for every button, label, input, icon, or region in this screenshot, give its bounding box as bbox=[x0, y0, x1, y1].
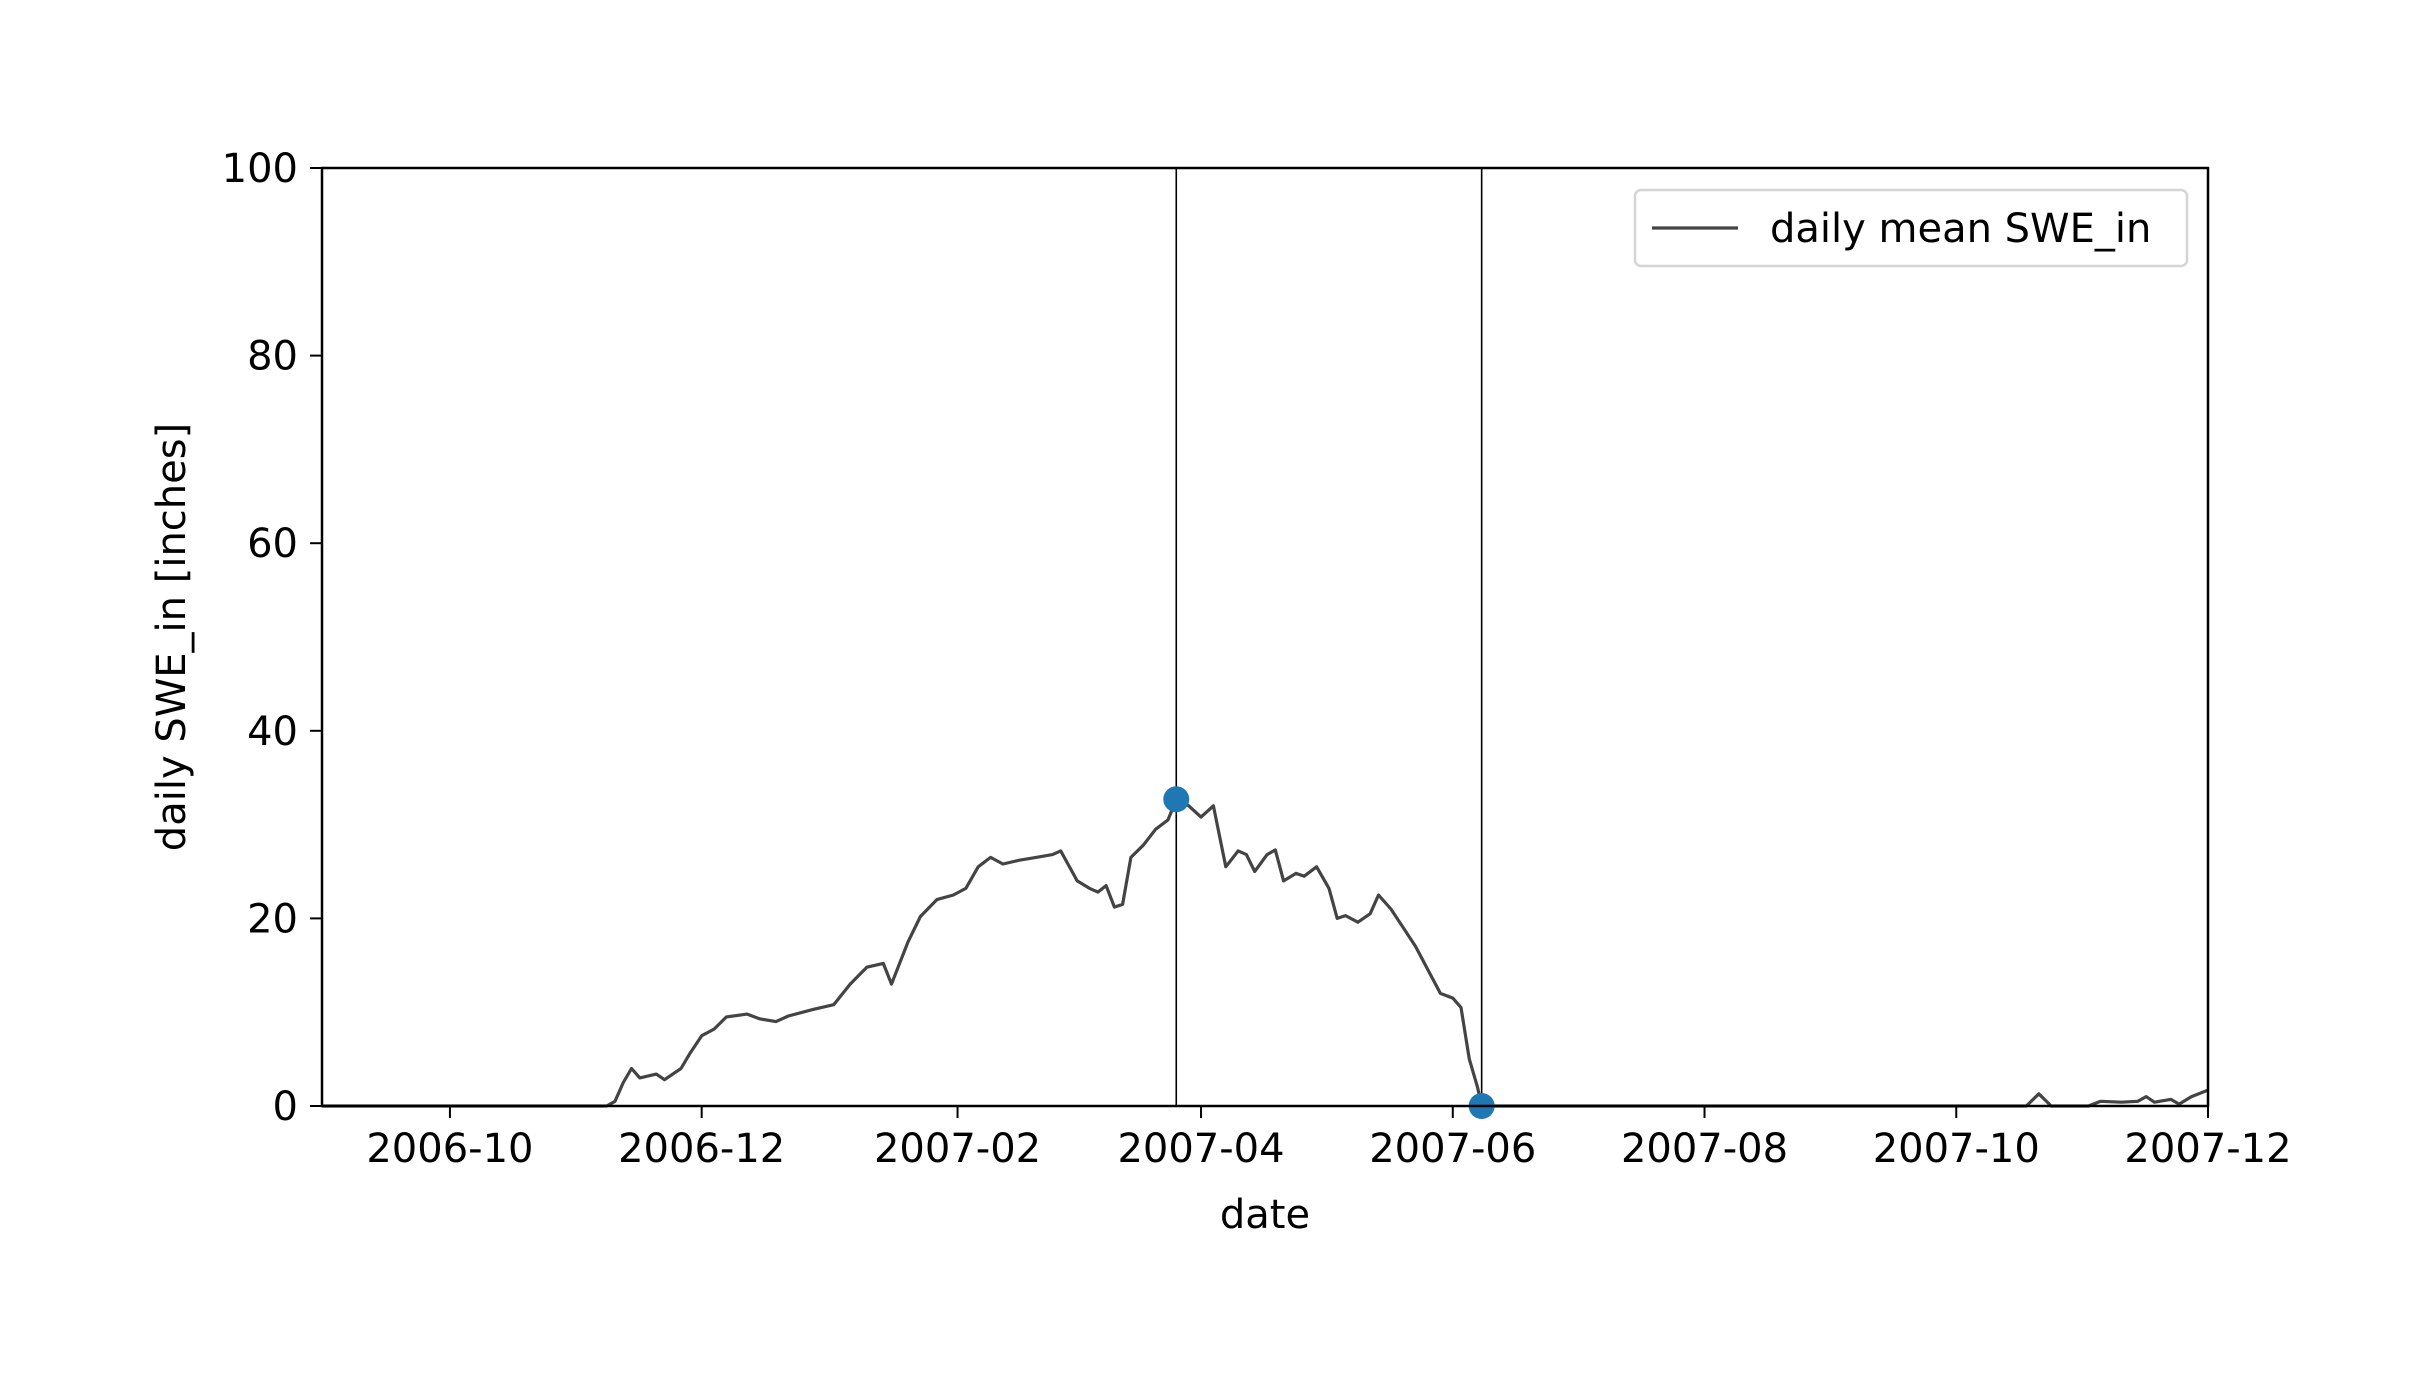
legend: daily mean SWE_in bbox=[1633, 188, 2189, 268]
series-layer bbox=[322, 797, 2209, 1108]
x-tick-label: 2007-04 bbox=[1117, 1126, 1284, 1172]
x-tick-label: 2007-08 bbox=[1621, 1126, 1788, 1172]
x-tick-label: 2007-12 bbox=[2124, 1126, 2291, 1172]
x-tick-label: 2007-02 bbox=[874, 1126, 1041, 1172]
x-axis-label: date bbox=[1220, 1192, 1310, 1238]
y-tick-label: 40 bbox=[247, 709, 298, 755]
y-tick-label: 20 bbox=[247, 896, 298, 942]
series-line bbox=[322, 797, 2209, 1108]
x-tick-label: 2007-10 bbox=[1873, 1126, 2040, 1172]
y-tick-label: 80 bbox=[247, 334, 298, 380]
highlight-points-layer bbox=[1163, 786, 1495, 1119]
x-tick-label: 2006-10 bbox=[366, 1126, 533, 1172]
x-tick-label: 2007-06 bbox=[1369, 1126, 1536, 1172]
legend-box bbox=[1633, 188, 2189, 268]
legend-label: daily mean SWE_in bbox=[1770, 206, 2151, 252]
axes-layer: 2006-10 2006-12 2007-02 2007-04 2007-06 2007-… bbox=[222, 146, 2292, 1172]
plot-frame bbox=[320, 166, 2210, 1108]
y-axis-label: daily SWE_in [inches] bbox=[149, 423, 195, 851]
vertical-lines-layer bbox=[1175, 168, 1483, 1106]
y-tick-label: 0 bbox=[273, 1084, 298, 1130]
x-tick-label: 2006-12 bbox=[618, 1126, 785, 1172]
y-tick-label: 100 bbox=[222, 146, 298, 192]
y-tick-label: 60 bbox=[247, 521, 298, 567]
highlight-point bbox=[1163, 786, 1190, 813]
